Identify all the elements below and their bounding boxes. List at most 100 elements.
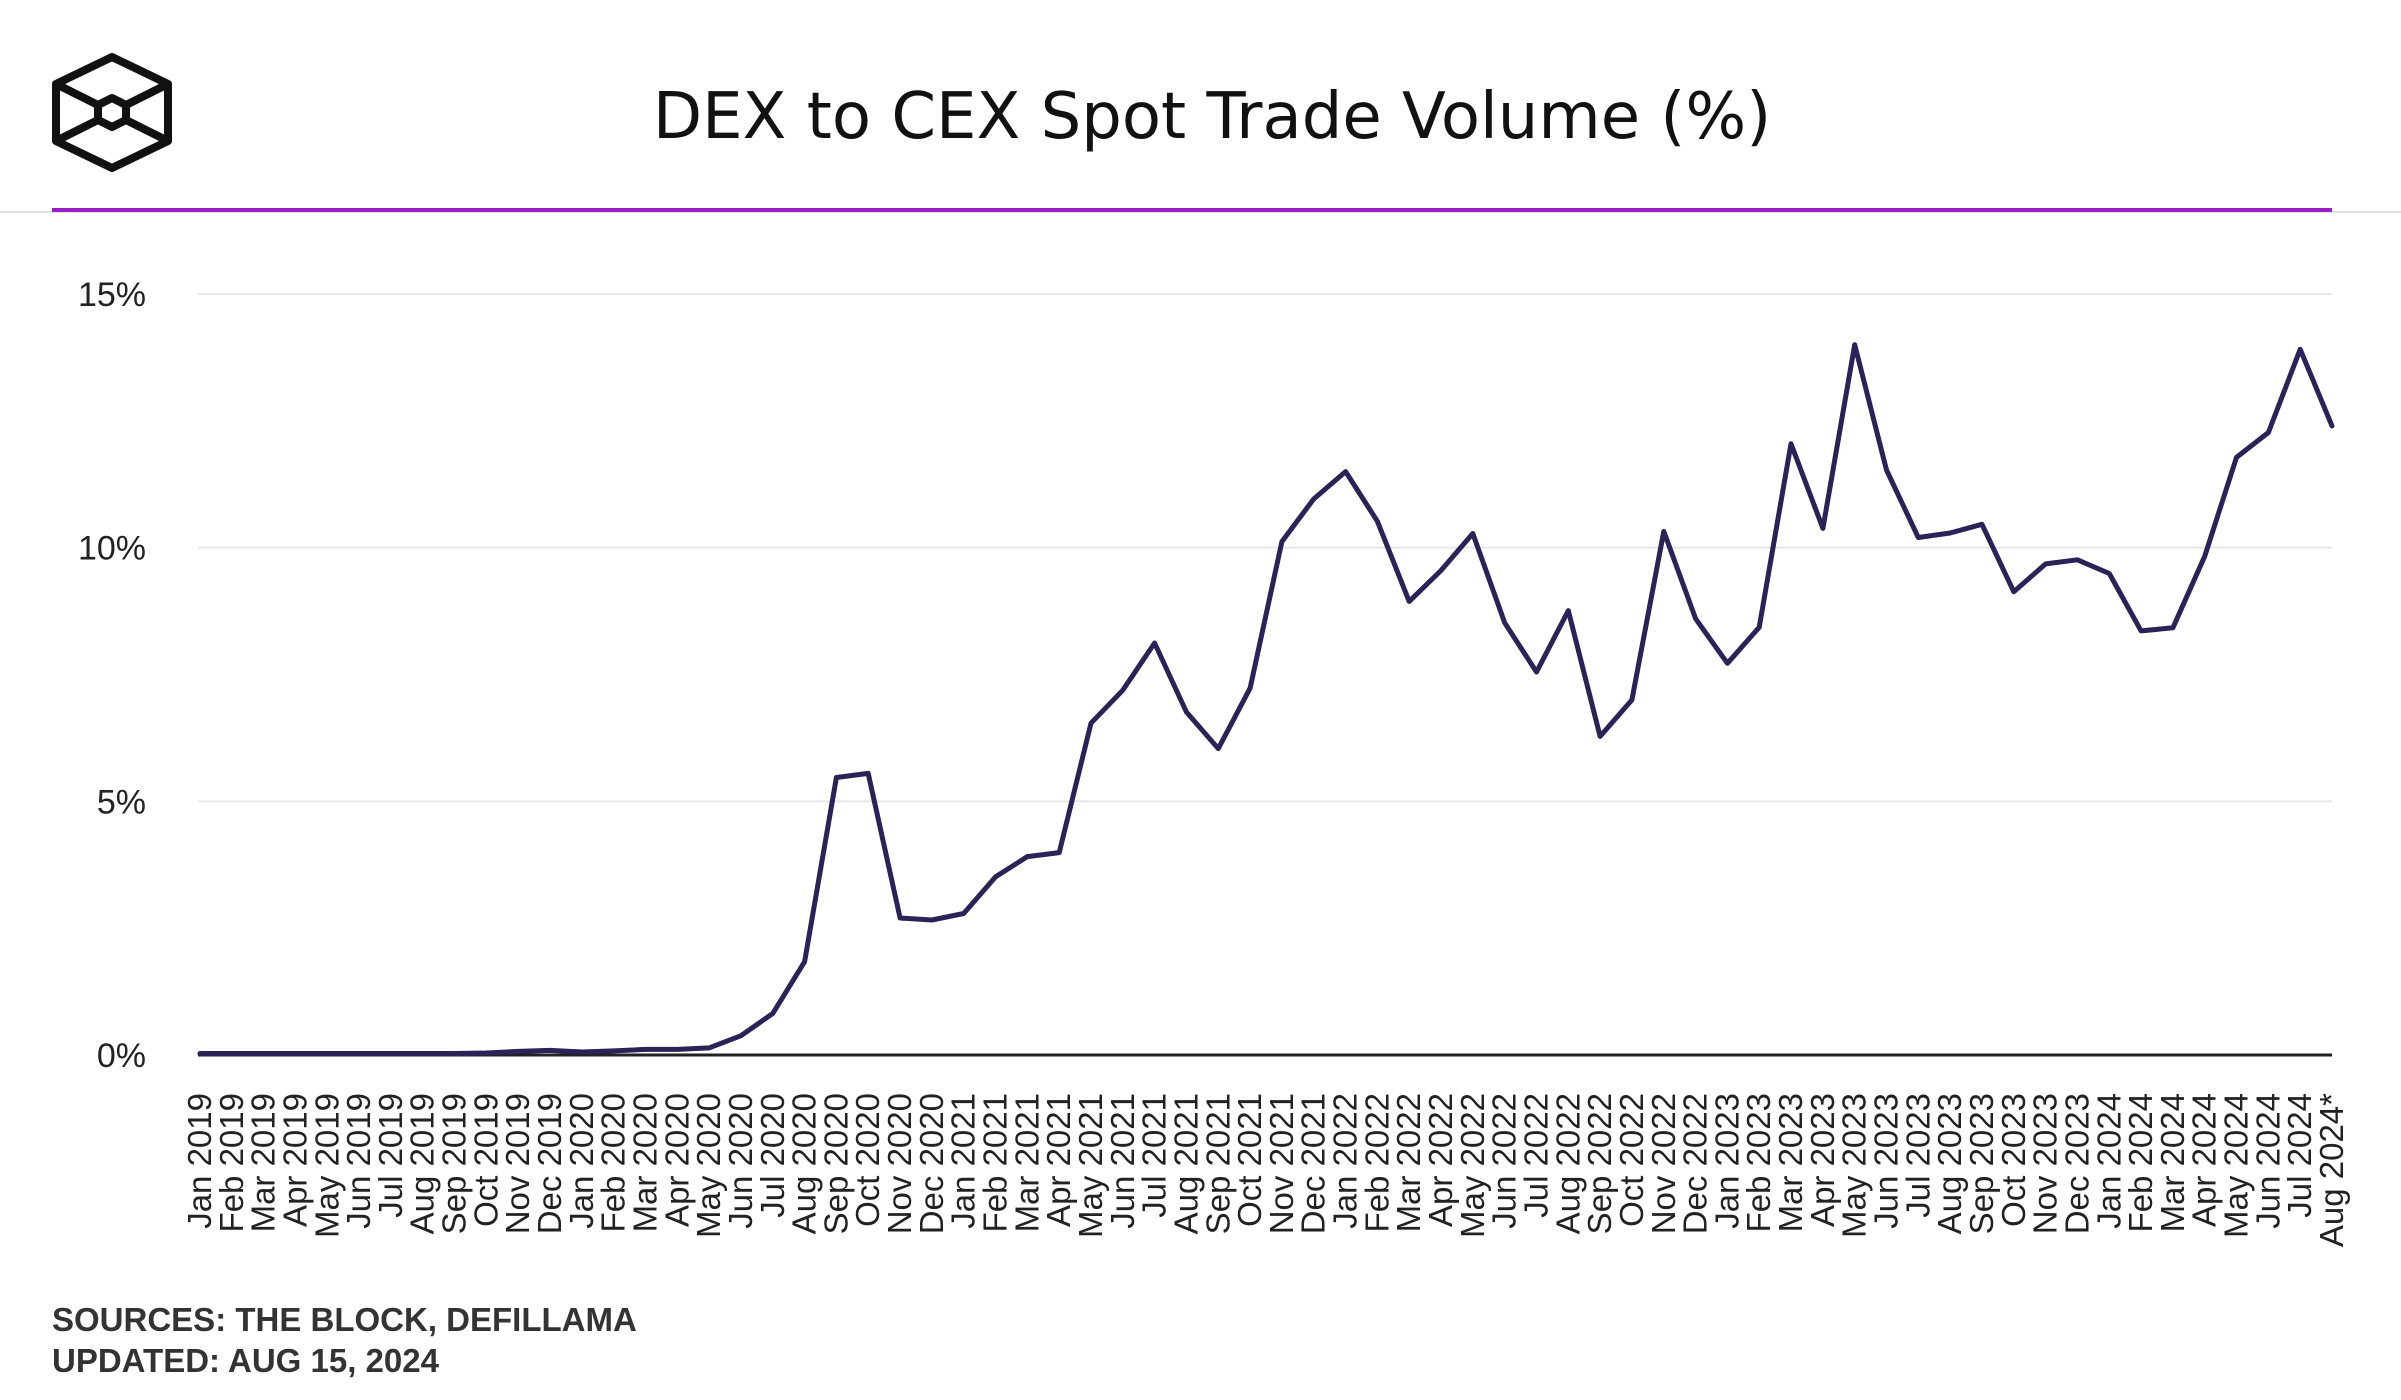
x-tick-label: Feb 2024 <box>2122 1093 2159 1232</box>
x-tick-label: Sep 2022 <box>1581 1093 1618 1234</box>
x-tick-label: Mar 2020 <box>626 1093 663 1232</box>
series-line <box>197 342 2335 1056</box>
the-block-cube-icon <box>52 53 172 172</box>
data-point <box>898 916 903 921</box>
x-tick-label: Jan 2023 <box>1708 1093 1745 1229</box>
data-point <box>516 1049 521 1054</box>
x-tick-label: Apr 2024 <box>2186 1093 2223 1227</box>
data-point <box>2266 430 2271 435</box>
x-tick-label: Sep 2023 <box>1963 1093 2000 1234</box>
x-tick-label: Aug 2023 <box>1931 1093 1968 1234</box>
data-point <box>1152 641 1157 646</box>
x-tick-label: Jan 2021 <box>945 1093 982 1229</box>
x-tick-label: Jun 2021 <box>1104 1093 1141 1229</box>
data-point <box>1248 686 1253 691</box>
x-tick-label: Apr 2023 <box>1804 1093 1841 1227</box>
x-tick-label: Mar 2019 <box>245 1093 282 1232</box>
data-point <box>293 1051 298 1056</box>
x-tick-label: Sep 2020 <box>817 1093 854 1234</box>
x-tick-label: May 2021 <box>1072 1093 1109 1238</box>
data-point <box>261 1051 266 1056</box>
data-point <box>2170 625 2175 630</box>
x-tick-label: Oct 2022 <box>1613 1093 1650 1227</box>
y-tick-label: 5% <box>97 783 146 821</box>
x-tick-label: May 2023 <box>1836 1093 1873 1238</box>
data-point <box>1979 522 1984 527</box>
x-tick-label: Aug 2020 <box>786 1093 823 1234</box>
data-point <box>1375 519 1380 524</box>
data-point <box>1502 620 1507 625</box>
data-point <box>1725 661 1730 666</box>
data-point <box>325 1051 330 1056</box>
data-point <box>357 1051 362 1056</box>
data-point <box>834 775 839 780</box>
x-tick-label: Feb 2023 <box>1740 1093 1777 1232</box>
data-point <box>993 874 998 879</box>
x-tick-label: Nov 2021 <box>1263 1093 1300 1234</box>
data-point <box>229 1051 234 1056</box>
data-point <box>1534 669 1539 674</box>
sources-text: SOURCES: THE BLOCK, DEFILLAMA <box>52 1301 637 1338</box>
data-point <box>1566 608 1571 613</box>
x-tick-label: Apr 2019 <box>276 1093 313 1227</box>
data-point <box>1820 526 1825 531</box>
data-point <box>198 1051 203 1056</box>
data-point <box>675 1047 680 1052</box>
data-point <box>1184 710 1189 715</box>
x-tick-label: Jun 2022 <box>1486 1093 1523 1229</box>
x-tick-label: Apr 2021 <box>1040 1093 1077 1227</box>
data-point <box>579 1049 584 1054</box>
y-tick-label: 0% <box>97 1037 146 1075</box>
data-point <box>1852 342 1857 347</box>
x-tick-label: Nov 2019 <box>499 1093 536 1234</box>
x-tick-label: Jul 2020 <box>754 1093 791 1218</box>
data-point <box>548 1048 553 1053</box>
data-point <box>643 1047 648 1052</box>
y-tick-label: 10% <box>78 530 146 568</box>
x-tick-label: Oct 2023 <box>1995 1093 2032 1227</box>
x-tick-label: May 2020 <box>690 1093 727 1238</box>
updated-text: UPDATED: AUG 15, 2024 <box>52 1342 440 1379</box>
data-point <box>1088 721 1093 726</box>
x-tick-label: Dec 2023 <box>2058 1093 2095 1234</box>
data-point <box>1693 616 1698 621</box>
data-point <box>1470 531 1475 536</box>
x-tick-label: Mar 2021 <box>1008 1093 1045 1232</box>
x-tick-label: Dec 2022 <box>1677 1093 1714 1234</box>
x-tick-label: Oct 2019 <box>467 1093 504 1227</box>
x-tick-label: Nov 2023 <box>2027 1093 2064 1234</box>
x-tick-label: Mar 2022 <box>1390 1093 1427 1232</box>
data-point <box>1439 568 1444 573</box>
x-tick-label: Jul 2021 <box>1136 1093 1173 1218</box>
x-tick-label: Jan 2020 <box>563 1093 600 1229</box>
x-tick-label: Jun 2020 <box>722 1093 759 1229</box>
data-point <box>1789 441 1794 446</box>
data-point <box>1311 496 1316 501</box>
x-tick-label: Aug 2024* <box>2313 1093 2350 1247</box>
data-point <box>2075 557 2080 562</box>
data-point <box>1343 469 1348 474</box>
data-point <box>866 771 871 776</box>
data-point <box>770 1011 775 1016</box>
data-point <box>452 1051 457 1056</box>
x-tick-label: Dec 2021 <box>1295 1093 1332 1234</box>
data-point <box>802 959 807 964</box>
page-title: DEX to CEX Spot Trade Volume (%) <box>653 80 1771 154</box>
x-tick-label: Mar 2024 <box>2154 1093 2191 1232</box>
data-point <box>1025 854 1030 859</box>
data-point <box>961 911 966 916</box>
data-point <box>1057 850 1062 855</box>
x-tick-label: Jul 2019 <box>372 1093 409 1218</box>
x-tick-label: Jan 2024 <box>2090 1093 2127 1229</box>
x-tick-label: Jun 2019 <box>340 1093 377 1229</box>
data-point <box>2011 589 2016 594</box>
x-tick-label: May 2019 <box>308 1093 345 1238</box>
data-point <box>1407 599 1412 604</box>
x-tick-label: Aug 2021 <box>1167 1093 1204 1234</box>
data-point <box>2330 423 2335 428</box>
data-point <box>1598 734 1603 739</box>
x-tick-label: May 2022 <box>1454 1093 1491 1238</box>
